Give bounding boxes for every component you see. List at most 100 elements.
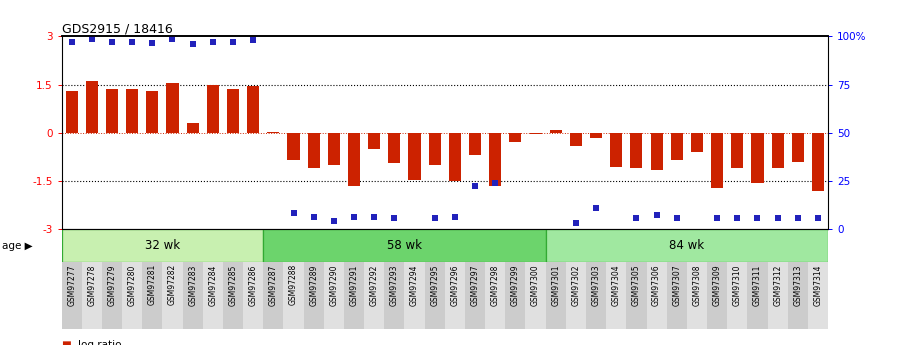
Bar: [405, 262, 424, 329]
Bar: [707, 262, 728, 329]
Text: GSM97298: GSM97298: [491, 264, 500, 306]
Bar: [631, 133, 643, 168]
Bar: [429, 133, 441, 165]
Text: GSM97296: GSM97296: [451, 264, 460, 306]
Bar: [324, 262, 344, 329]
Bar: [445, 262, 465, 329]
Bar: [364, 262, 385, 329]
Bar: [424, 262, 445, 329]
Bar: [227, 89, 239, 133]
Bar: [348, 133, 360, 186]
Bar: [469, 133, 481, 155]
Bar: [385, 262, 405, 329]
Bar: [86, 81, 98, 133]
Text: 84 wk: 84 wk: [670, 239, 704, 252]
Text: GSM97308: GSM97308: [692, 264, 701, 306]
Bar: [505, 262, 526, 329]
Bar: [408, 133, 421, 179]
Bar: [490, 133, 501, 186]
Bar: [65, 91, 78, 133]
Bar: [142, 262, 162, 329]
Bar: [308, 133, 319, 168]
Bar: [787, 262, 808, 329]
Text: GSM97278: GSM97278: [87, 264, 96, 306]
Bar: [772, 133, 784, 168]
Bar: [529, 133, 541, 135]
Bar: [263, 262, 283, 329]
Bar: [102, 262, 122, 329]
Bar: [106, 89, 118, 133]
Bar: [728, 262, 748, 329]
Bar: [465, 262, 485, 329]
Bar: [183, 262, 203, 329]
Bar: [731, 133, 743, 168]
Bar: [126, 89, 138, 133]
Bar: [651, 133, 662, 170]
Text: GSM97285: GSM97285: [228, 264, 237, 306]
Text: GDS2915 / 18416: GDS2915 / 18416: [62, 22, 172, 35]
Bar: [368, 133, 380, 149]
Text: GSM97306: GSM97306: [653, 264, 662, 306]
Text: GSM97295: GSM97295: [430, 264, 439, 306]
Bar: [162, 262, 183, 329]
Text: GSM97302: GSM97302: [571, 264, 580, 306]
Text: GSM97305: GSM97305: [632, 264, 641, 306]
Bar: [590, 133, 602, 138]
Bar: [691, 133, 703, 152]
Bar: [546, 229, 828, 262]
Text: GSM97297: GSM97297: [471, 264, 480, 306]
Bar: [344, 262, 364, 329]
Bar: [549, 130, 562, 133]
Bar: [243, 262, 263, 329]
Text: GSM97284: GSM97284: [208, 264, 217, 306]
Bar: [566, 262, 586, 329]
Bar: [267, 132, 280, 133]
Text: GSM97282: GSM97282: [168, 264, 177, 305]
Bar: [812, 133, 824, 191]
Bar: [203, 262, 223, 329]
Bar: [449, 133, 461, 181]
Bar: [586, 262, 606, 329]
Bar: [388, 133, 400, 164]
Text: GSM97300: GSM97300: [531, 264, 540, 306]
Text: GSM97299: GSM97299: [511, 264, 519, 306]
Bar: [485, 262, 505, 329]
Bar: [808, 262, 828, 329]
Text: GSM97289: GSM97289: [310, 264, 319, 306]
Text: 58 wk: 58 wk: [387, 239, 422, 252]
Bar: [610, 133, 623, 167]
Text: GSM97291: GSM97291: [349, 264, 358, 306]
Bar: [667, 262, 687, 329]
Bar: [62, 229, 263, 262]
Text: GSM97313: GSM97313: [794, 264, 803, 306]
Bar: [671, 133, 683, 160]
Text: GSM97293: GSM97293: [390, 264, 399, 306]
Bar: [223, 262, 243, 329]
Text: GSM97303: GSM97303: [592, 264, 601, 306]
Bar: [303, 262, 324, 329]
Text: GSM97312: GSM97312: [773, 264, 782, 306]
Text: GSM97304: GSM97304: [612, 264, 621, 306]
Bar: [792, 133, 804, 162]
Bar: [751, 133, 764, 183]
Text: GSM97314: GSM97314: [814, 264, 823, 306]
Text: GSM97281: GSM97281: [148, 264, 157, 305]
Bar: [606, 262, 626, 329]
Bar: [247, 86, 259, 133]
Bar: [526, 262, 546, 329]
Bar: [767, 262, 787, 329]
Bar: [570, 133, 582, 146]
Text: 32 wk: 32 wk: [145, 239, 180, 252]
Bar: [288, 133, 300, 160]
Text: age ▶: age ▶: [2, 241, 33, 251]
Text: log ratio: log ratio: [78, 340, 121, 345]
Text: GSM97311: GSM97311: [753, 264, 762, 306]
Text: GSM97286: GSM97286: [249, 264, 258, 306]
Text: GSM97279: GSM97279: [108, 264, 117, 306]
Text: GSM97307: GSM97307: [672, 264, 681, 306]
Bar: [206, 85, 219, 133]
Text: GSM97287: GSM97287: [269, 264, 278, 306]
Bar: [626, 262, 646, 329]
Text: GSM97310: GSM97310: [733, 264, 742, 306]
Bar: [283, 262, 303, 329]
